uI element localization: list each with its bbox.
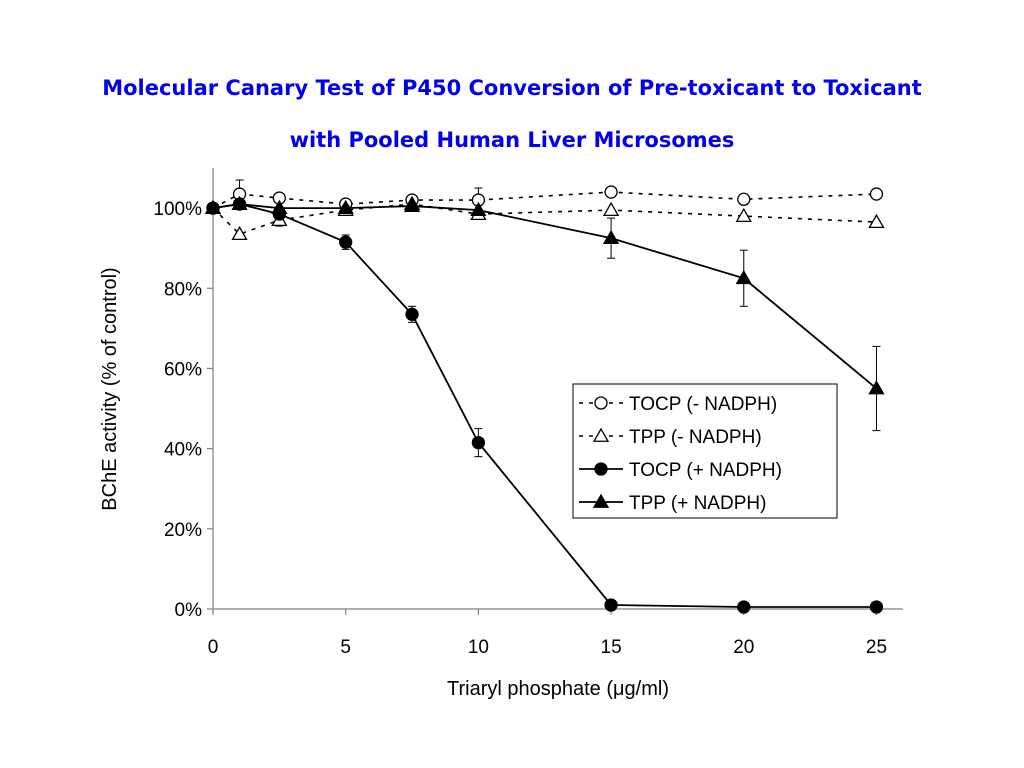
x-tick-label: 15 bbox=[601, 637, 622, 658]
legend-label-tocp-nadph: TOCP (- NADPH) bbox=[629, 394, 777, 415]
data-point-tocp-nadph bbox=[604, 598, 618, 612]
legend-label-tocp-nadph: TOCP (+ NADPH) bbox=[629, 460, 782, 481]
data-point-tocp-nadph bbox=[737, 192, 751, 206]
x-tick-label: 0 bbox=[208, 637, 219, 658]
legend-box bbox=[572, 383, 838, 519]
data-point-tocp-nadph bbox=[869, 187, 884, 201]
y-tick-label: 40% bbox=[164, 440, 202, 461]
legend-label-tpp-nadph: TPP (+ NADPH) bbox=[629, 493, 766, 514]
y-tick-label: 20% bbox=[164, 520, 202, 541]
x-tick-label: 25 bbox=[866, 637, 887, 658]
y-tick-label: 100% bbox=[153, 199, 202, 220]
data-point-tpp-nadph bbox=[470, 201, 487, 216]
y-tick-label: 60% bbox=[164, 359, 202, 380]
legend-label-tpp-nadph: TPP (- NADPH) bbox=[629, 427, 762, 448]
legend-marker-tocp-nadph bbox=[594, 396, 608, 410]
data-point-tpp-nadph bbox=[735, 207, 752, 223]
x-axis-label: Triaryl phosphate (μg/ml) bbox=[447, 678, 669, 700]
legend-marker-tpp-nadph bbox=[592, 493, 610, 508]
chart-title-line-1: Molecular Canary Test of P450 Conversion… bbox=[102, 76, 922, 100]
data-point-tpp-nadph bbox=[271, 199, 288, 214]
data-point-tocp-nadph bbox=[339, 235, 353, 249]
data-point-tpp-nadph bbox=[868, 213, 885, 229]
x-tick-label: 5 bbox=[340, 637, 351, 658]
series-line-tpp-nadph bbox=[212, 203, 878, 390]
data-point-tpp-nadph bbox=[868, 380, 885, 395]
data-point-tocp-nadph bbox=[405, 307, 419, 321]
series-line-tocp-nadph bbox=[212, 191, 877, 209]
chart-title-line-2: with Pooled Human Liver Microsomes bbox=[289, 128, 735, 152]
data-point-tocp-nadph bbox=[471, 435, 486, 450]
data-point-tpp-nadph bbox=[735, 269, 752, 285]
data-point-tpp-nadph bbox=[602, 201, 620, 216]
data-point-tocp-nadph bbox=[604, 185, 618, 199]
y-axis-label: BChE activity (% of control) bbox=[99, 267, 121, 510]
data-point-tpp-nadph bbox=[403, 197, 421, 212]
y-tick-label: 0% bbox=[175, 600, 203, 621]
legend-marker-tpp-nadph bbox=[592, 427, 610, 442]
legend-marker-tocp-nadph bbox=[594, 462, 608, 476]
data-point-tpp-nadph bbox=[231, 225, 248, 241]
y-tick-label: 80% bbox=[164, 279, 202, 300]
data-point-tpp-nadph bbox=[337, 199, 354, 214]
x-tick-label: 10 bbox=[468, 637, 489, 658]
data-point-tocp-nadph bbox=[737, 600, 751, 614]
data-point-tocp-nadph bbox=[869, 600, 884, 614]
data-point-tpp-nadph bbox=[231, 195, 248, 210]
data-point-tpp-nadph bbox=[602, 229, 620, 245]
x-tick-label: 20 bbox=[733, 637, 754, 658]
data-point-tpp-nadph bbox=[204, 199, 222, 214]
